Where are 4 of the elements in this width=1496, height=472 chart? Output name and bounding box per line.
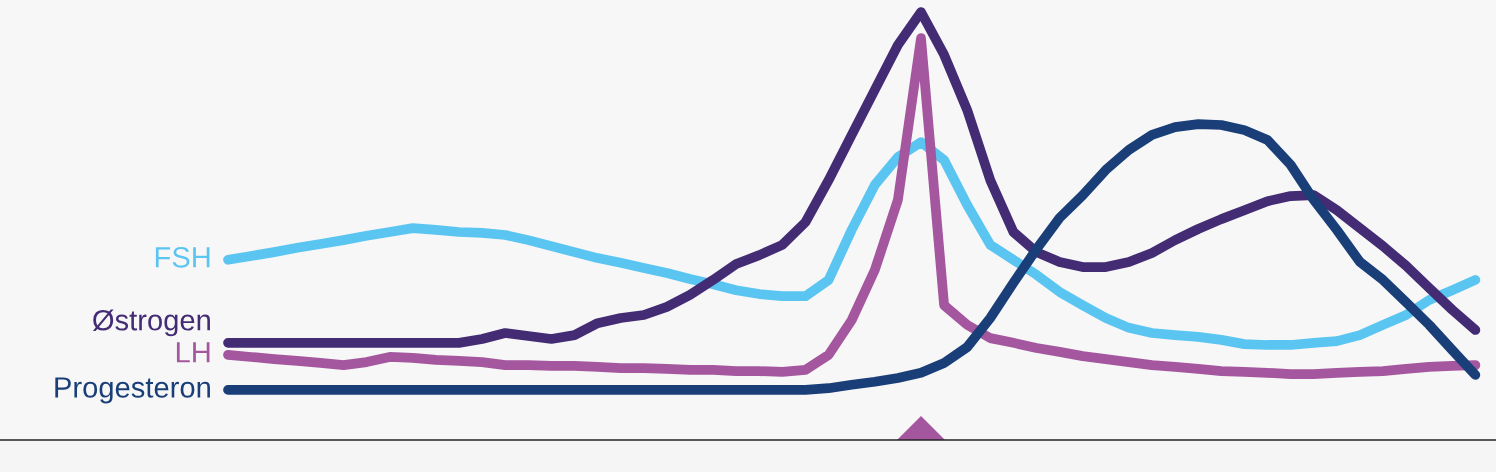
series-label: LH (176, 342, 210, 363)
series-label: FSH (155, 246, 210, 268)
series-label: Østrogen (92, 309, 210, 337)
series-label: Progesteron (55, 377, 210, 404)
